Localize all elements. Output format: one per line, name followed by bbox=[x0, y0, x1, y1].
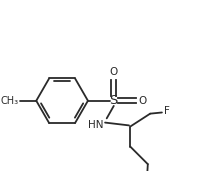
Text: CH₃: CH₃ bbox=[1, 96, 19, 106]
Text: HN: HN bbox=[88, 120, 103, 130]
Text: O: O bbox=[110, 67, 118, 77]
Text: O: O bbox=[138, 96, 146, 106]
Text: F: F bbox=[164, 106, 169, 116]
Text: S: S bbox=[110, 94, 118, 107]
